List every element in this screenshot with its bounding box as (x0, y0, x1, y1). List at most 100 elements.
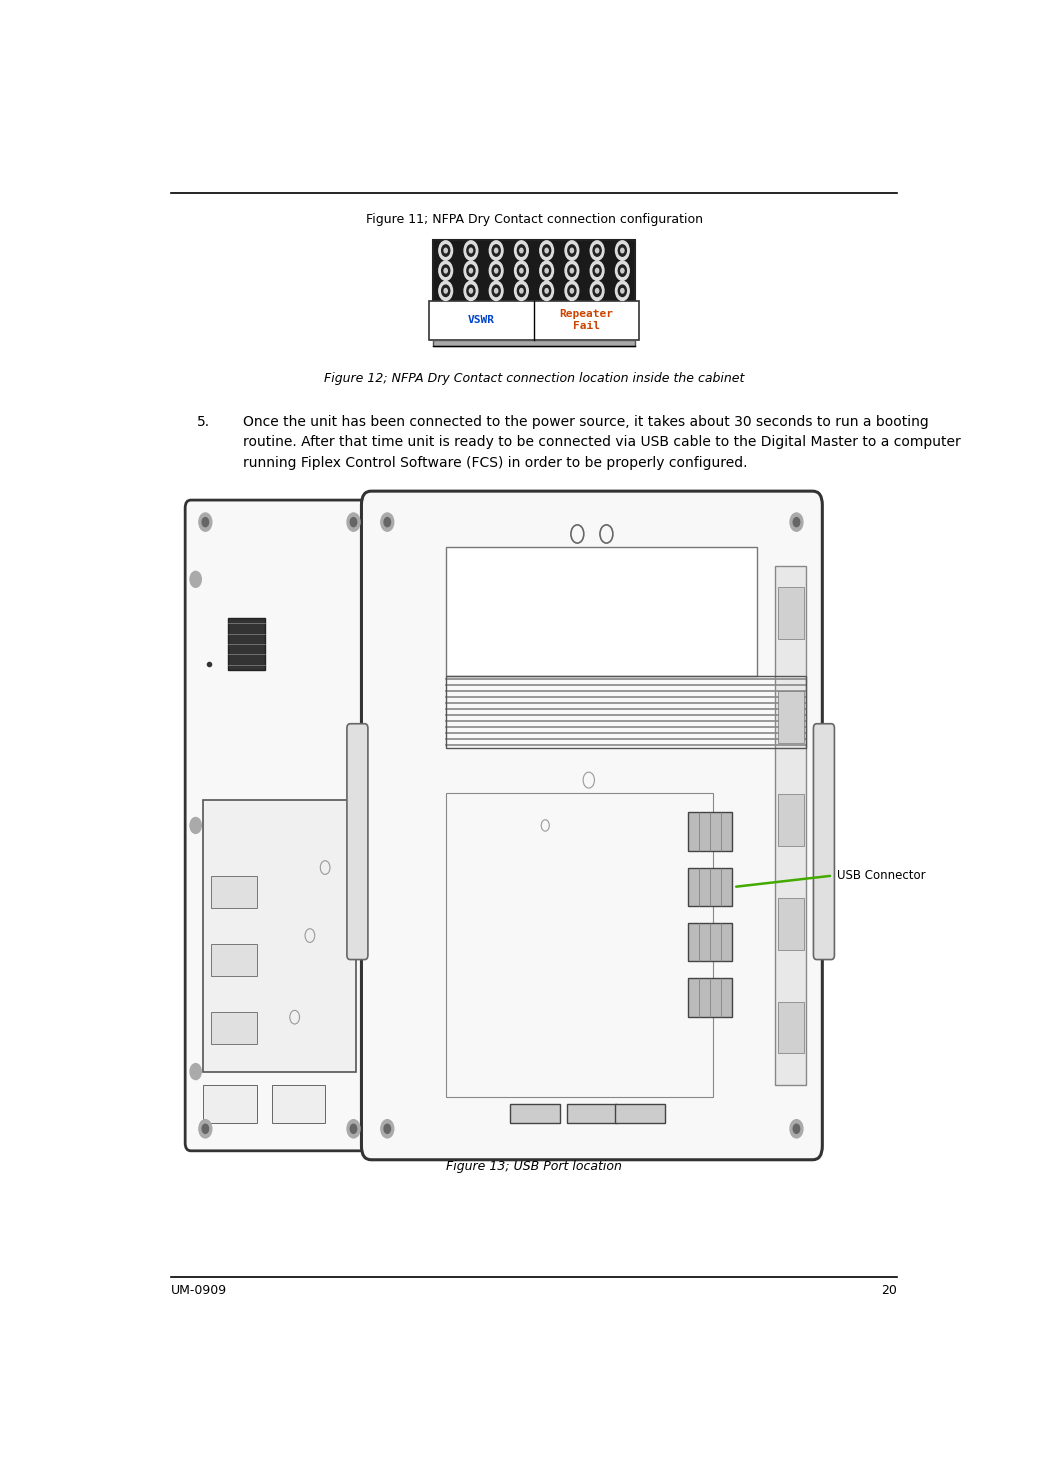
Circle shape (495, 249, 498, 253)
Circle shape (545, 249, 548, 253)
Circle shape (570, 289, 573, 293)
Bar (689, 977, 731, 1016)
Circle shape (467, 265, 475, 277)
Text: Figure 11; NFPA Dry Contact connection configuration: Figure 11; NFPA Dry Contact connection c… (366, 213, 702, 225)
Circle shape (492, 286, 500, 296)
Bar (429, 301, 639, 339)
Circle shape (568, 265, 576, 277)
Bar (777, 690, 804, 742)
Circle shape (202, 517, 208, 527)
Circle shape (790, 1120, 803, 1137)
FancyBboxPatch shape (347, 724, 368, 960)
FancyBboxPatch shape (362, 492, 822, 1160)
Bar (433, 339, 635, 347)
Circle shape (464, 241, 478, 261)
Circle shape (380, 512, 394, 532)
Circle shape (593, 265, 601, 277)
Circle shape (199, 1120, 212, 1137)
Bar (203, 1084, 256, 1124)
Circle shape (442, 265, 450, 277)
Circle shape (490, 241, 503, 261)
Circle shape (464, 261, 478, 280)
Text: running Fiplex Control Software (FCS) in order to be properly configured.: running Fiplex Control Software (FCS) in… (244, 456, 748, 469)
Bar (511, 1103, 561, 1124)
Bar (777, 586, 804, 638)
Circle shape (616, 241, 629, 261)
Circle shape (439, 241, 452, 261)
Circle shape (565, 261, 578, 280)
Circle shape (540, 281, 553, 301)
Circle shape (190, 818, 201, 834)
Bar (446, 792, 713, 1097)
Circle shape (515, 261, 528, 280)
Text: routine. After that time unit is ready to be connected via USB cable to the Digi: routine. After that time unit is ready t… (244, 435, 961, 449)
Circle shape (199, 512, 212, 532)
Bar (567, 1103, 617, 1124)
Circle shape (518, 286, 525, 296)
Circle shape (444, 289, 447, 293)
Circle shape (545, 289, 548, 293)
Circle shape (518, 265, 525, 277)
Circle shape (439, 281, 452, 301)
Circle shape (543, 265, 550, 277)
Circle shape (469, 268, 473, 273)
Bar (433, 240, 635, 301)
Circle shape (616, 281, 629, 301)
Circle shape (590, 281, 604, 301)
Circle shape (469, 249, 473, 253)
Circle shape (380, 1120, 394, 1137)
Circle shape (520, 249, 523, 253)
Circle shape (495, 268, 498, 273)
Circle shape (520, 268, 523, 273)
Text: VSWR: VSWR (468, 315, 495, 326)
Circle shape (621, 249, 624, 253)
Circle shape (490, 281, 503, 301)
Bar (446, 677, 807, 748)
Circle shape (190, 1063, 201, 1080)
Circle shape (439, 261, 452, 280)
Circle shape (593, 286, 601, 296)
Circle shape (621, 268, 624, 273)
FancyBboxPatch shape (814, 724, 835, 960)
Bar (272, 1084, 325, 1124)
Circle shape (442, 286, 450, 296)
Circle shape (492, 265, 500, 277)
Bar (689, 813, 731, 852)
Circle shape (495, 289, 498, 293)
Bar (446, 546, 756, 677)
Circle shape (590, 241, 604, 261)
Text: Figure 13; USB Port location: Figure 13; USB Port location (446, 1160, 622, 1173)
Circle shape (202, 1124, 208, 1133)
Circle shape (595, 249, 599, 253)
Circle shape (568, 244, 576, 256)
Circle shape (469, 289, 473, 293)
Text: UM-0909: UM-0909 (171, 1284, 227, 1297)
Bar (212, 1012, 257, 1044)
Text: Figure 12; NFPA Dry Contact connection location inside the cabinet: Figure 12; NFPA Dry Contact connection l… (324, 372, 744, 385)
Text: Repeater
Fail: Repeater Fail (560, 310, 614, 332)
Circle shape (350, 517, 356, 527)
Bar (777, 897, 804, 949)
Circle shape (593, 244, 601, 256)
Circle shape (490, 261, 503, 280)
Circle shape (793, 517, 799, 527)
Bar (689, 868, 731, 906)
Circle shape (190, 572, 201, 588)
Bar (228, 618, 266, 669)
Circle shape (347, 1120, 359, 1137)
Circle shape (515, 241, 528, 261)
Text: USB Connector: USB Connector (837, 869, 925, 883)
Circle shape (384, 517, 391, 527)
Circle shape (790, 512, 803, 532)
Circle shape (543, 244, 550, 256)
Circle shape (793, 1124, 799, 1133)
Text: 20: 20 (882, 1284, 897, 1297)
Circle shape (570, 268, 573, 273)
Bar (777, 794, 804, 846)
Circle shape (384, 1124, 391, 1133)
Circle shape (616, 261, 629, 280)
Circle shape (464, 281, 478, 301)
Circle shape (545, 268, 548, 273)
Circle shape (618, 286, 626, 296)
Circle shape (467, 286, 475, 296)
